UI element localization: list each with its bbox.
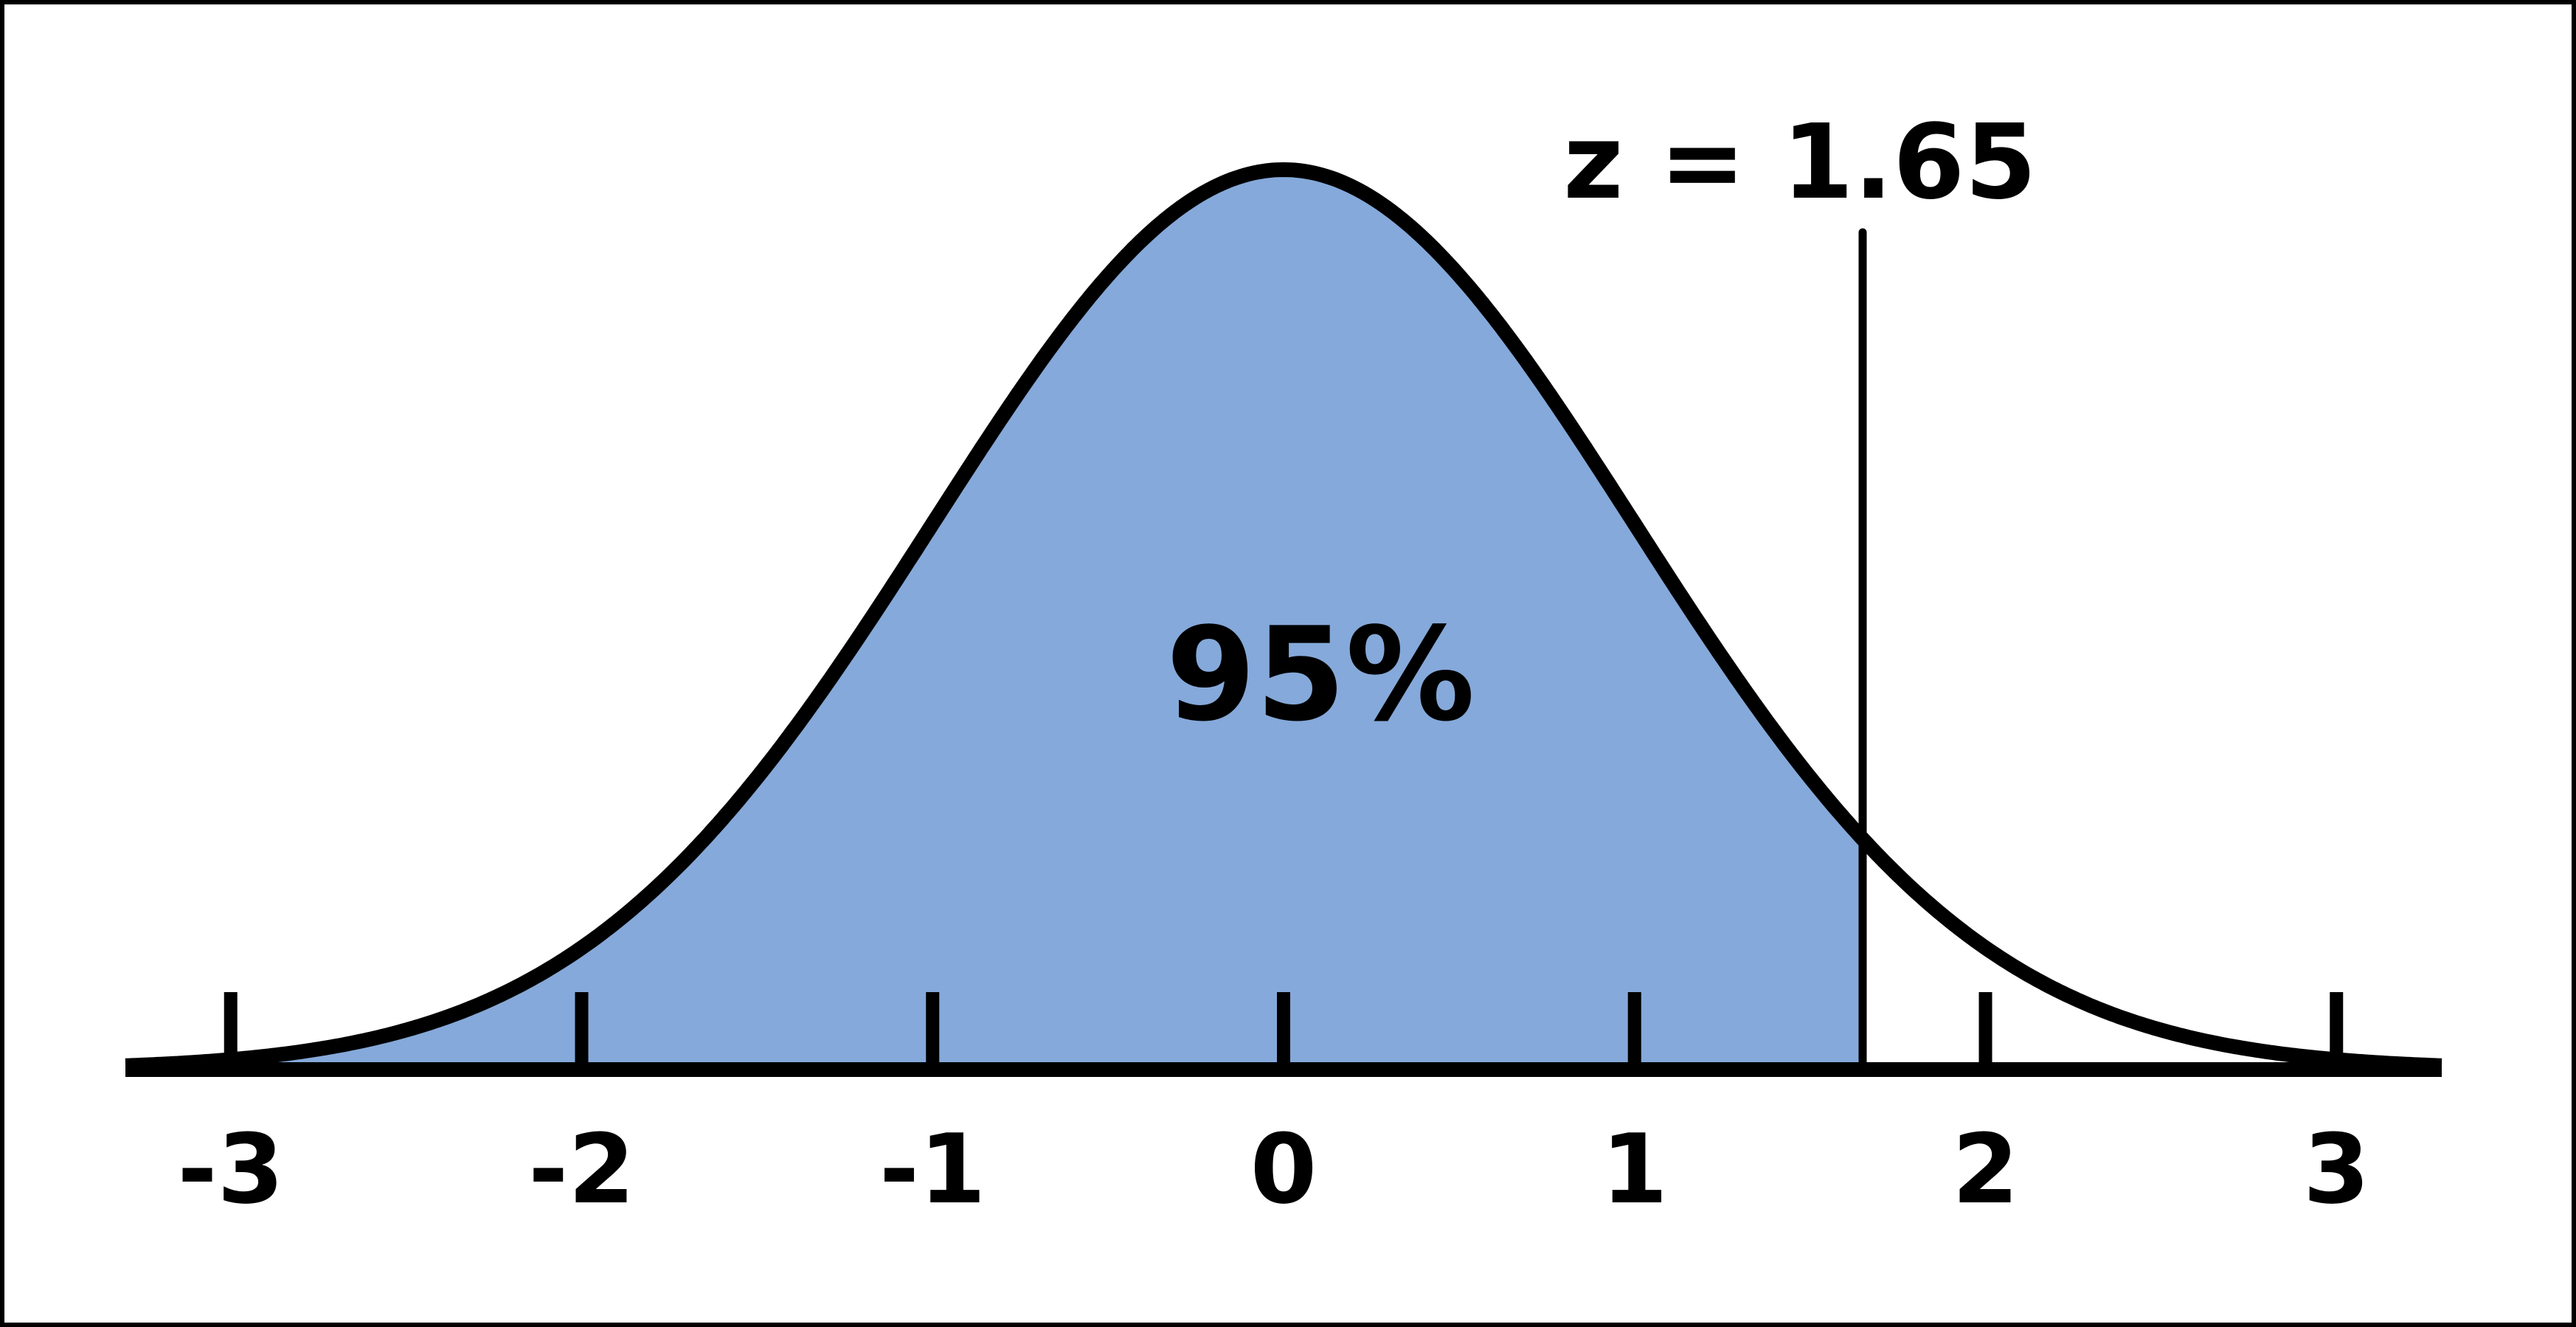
x-tick-label: 3 — [2303, 1113, 2369, 1225]
shaded-area — [125, 170, 1863, 1070]
x-tick-label: -2 — [528, 1113, 634, 1225]
chart-layer: -3 -2 -1 0 1 2 3 — [121, 162, 2446, 1225]
x-tick-label: -3 — [178, 1113, 284, 1225]
x-tick-label: 1 — [1602, 1113, 1668, 1225]
x-tick-label: 0 — [1250, 1113, 1317, 1225]
shaded-area-label: 95% — [1166, 600, 1475, 750]
x-tick-label: 2 — [1952, 1113, 2018, 1225]
x-tick-label: -1 — [879, 1113, 986, 1225]
cutoff-label: z = 1.65 — [1563, 103, 2037, 223]
normal-curve — [121, 162, 2446, 1073]
